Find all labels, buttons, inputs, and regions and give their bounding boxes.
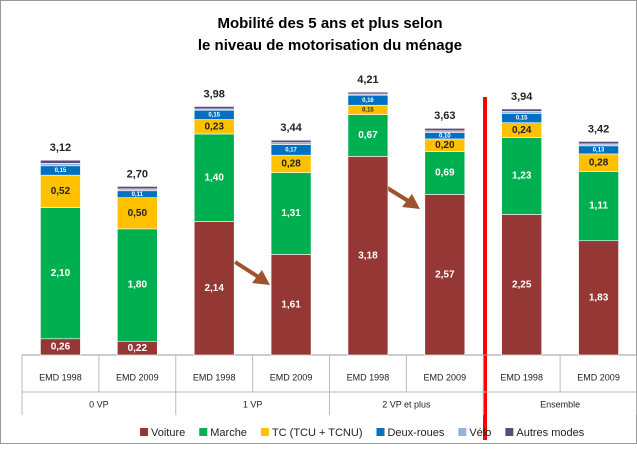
data-label: 0,67 <box>358 130 378 141</box>
group-label: Ensemble <box>540 399 580 409</box>
data-label: 0,23 <box>204 121 224 132</box>
data-label: 3,18 <box>358 250 378 261</box>
legend-swatch <box>505 428 514 436</box>
group-label: 1 VP <box>243 399 263 409</box>
data-label: 0,16 <box>362 98 374 104</box>
data-label: 0,15 <box>516 116 528 122</box>
legend-label: TC (TCU + TCNU) <box>272 427 363 439</box>
data-label: 0,15 <box>208 112 220 118</box>
legend-label: Vélo <box>469 427 491 439</box>
data-label: 0,24 <box>512 125 532 136</box>
chart-title: Mobilité des 5 ans et plus selon <box>217 15 442 32</box>
legend-swatch <box>458 428 467 436</box>
legend-label: Voiture <box>151 427 185 439</box>
bar-segment <box>117 186 158 190</box>
total-label: 2,70 <box>127 168 148 180</box>
total-label: 3,98 <box>203 88 224 100</box>
data-label: 0,50 <box>128 208 148 219</box>
bar-segment <box>578 171 619 242</box>
bar-segment <box>117 228 158 342</box>
data-label: 0,11 <box>132 192 144 198</box>
bar-segment <box>117 197 158 230</box>
data-label: 1,11 <box>589 201 608 212</box>
data-label: 1,61 <box>281 299 301 310</box>
data-label: 0,17 <box>285 147 297 153</box>
data-label: 0,15 <box>55 168 67 174</box>
data-label: 0,22 <box>128 343 148 354</box>
data-label: 0,10 <box>439 133 451 139</box>
group-label: 2 VP et plus <box>382 399 431 409</box>
bar-segment <box>347 156 389 356</box>
legend-swatch <box>199 428 208 436</box>
bar-segment <box>347 114 389 157</box>
x-tick-label: EMD 1998 <box>500 372 543 382</box>
bar-segment <box>424 151 466 195</box>
total-label: 3,42 <box>588 123 609 135</box>
data-label: 2,57 <box>435 269 455 280</box>
data-label: 0,69 <box>435 168 455 179</box>
bar-segment <box>347 91 389 95</box>
bar-segment <box>424 194 466 356</box>
bar-segment <box>270 172 312 255</box>
data-label: 2,10 <box>51 268 71 279</box>
bar-segment <box>501 214 542 356</box>
bar-segment <box>40 162 81 167</box>
legend-label: Autres modes <box>516 427 584 439</box>
data-label: 1,31 <box>281 208 301 219</box>
legend-label: Marche <box>210 427 247 439</box>
total-label: 4,21 <box>357 74 378 86</box>
data-label: 2,14 <box>204 283 224 294</box>
total-label: 3,44 <box>280 122 302 134</box>
legend-swatch <box>376 428 385 436</box>
total-label: 3,12 <box>50 142 71 154</box>
x-tick-label: EMD 2009 <box>270 372 313 382</box>
data-label: 1,23 <box>512 171 532 182</box>
x-tick-label: EMD 2009 <box>424 372 467 382</box>
data-label: 0,52 <box>51 186 71 197</box>
legend-label: Deux-roues <box>387 427 444 439</box>
bar-segment <box>193 221 235 356</box>
data-label: 0,28 <box>589 157 609 168</box>
arrows <box>233 184 420 285</box>
x-tick-label: EMD 1998 <box>347 372 390 382</box>
data-label: 0,13 <box>593 147 605 153</box>
legend-swatch <box>140 428 148 436</box>
bar-segment <box>270 139 312 143</box>
x-tick-label: EMD 1998 <box>39 372 82 382</box>
bar-segment <box>424 128 466 132</box>
bar-segment <box>193 106 235 110</box>
data-label: 1,83 <box>589 293 609 304</box>
chart-title: le niveau de motorisation du ménage <box>198 37 462 54</box>
data-label: 1,80 <box>128 280 148 291</box>
legend-swatch <box>260 428 269 436</box>
data-label: 0,20 <box>435 140 455 151</box>
data-label: 1,40 <box>204 172 224 183</box>
bar-segment <box>578 141 619 145</box>
x-tick-label: EMD 2009 <box>577 372 620 382</box>
data-label: 2,25 <box>512 279 532 290</box>
group-label: 0 VP <box>89 399 109 409</box>
bar-segment <box>193 133 235 222</box>
bar-segment <box>270 254 312 356</box>
x-tick-label: EMD 2009 <box>116 372 159 382</box>
data-label: 0,28 <box>281 159 301 170</box>
data-label: 0,15 <box>362 107 374 113</box>
data-label: 0,26 <box>51 342 71 353</box>
bar-segment <box>501 137 542 215</box>
bar-segment <box>40 159 81 164</box>
bar-segment <box>578 240 619 356</box>
bar-segment <box>501 108 542 112</box>
total-label: 3,63 <box>434 110 455 122</box>
x-tick-label: EMD 1998 <box>193 372 236 382</box>
total-label: 3,94 <box>511 91 533 103</box>
